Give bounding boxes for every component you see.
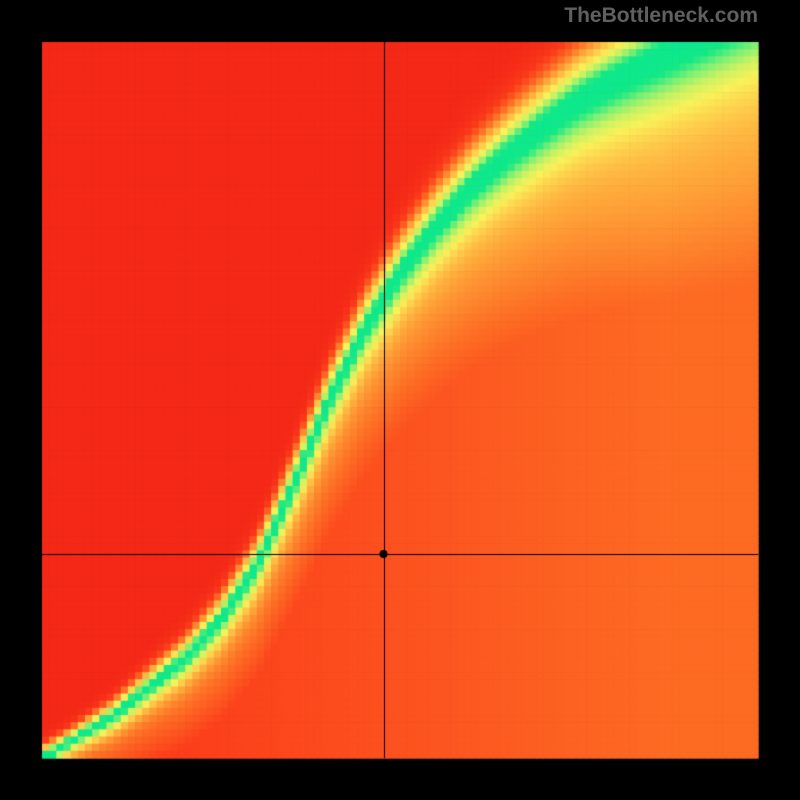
watermark-text: TheBottleneck.com xyxy=(564,4,758,28)
bottleneck-heatmap xyxy=(0,0,800,800)
chart-container: TheBottleneck.com xyxy=(0,0,800,800)
